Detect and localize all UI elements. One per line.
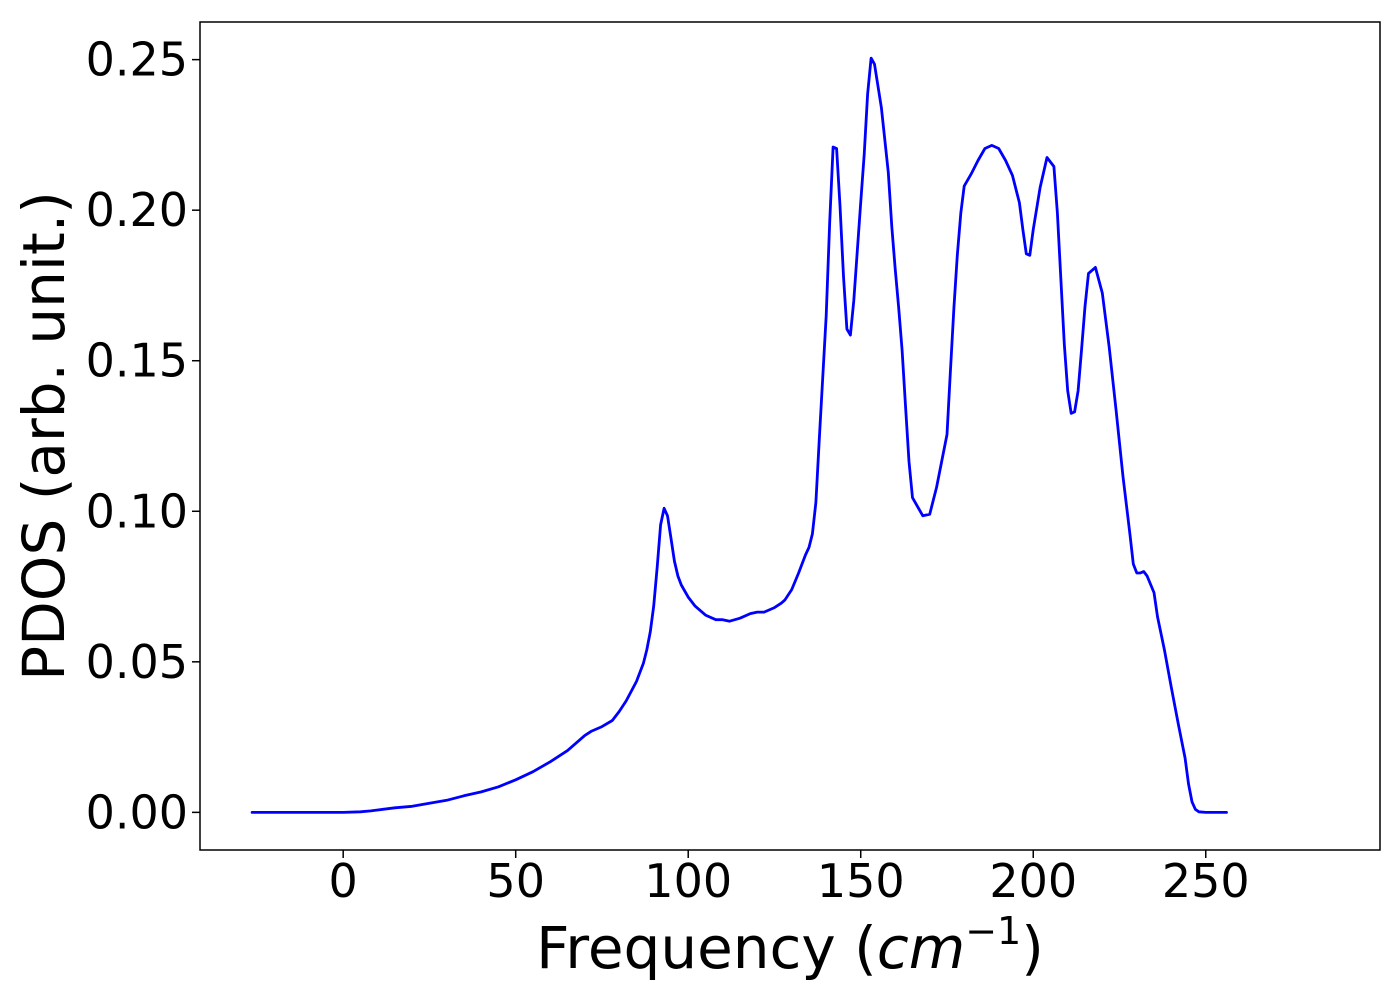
x-axis-title-superscript: −1	[965, 909, 1021, 953]
x-tick-label: 250	[1162, 854, 1250, 908]
x-tick-label: 100	[644, 854, 732, 908]
y-axis-ticks: 0.00 0.05 0.10 0.15 0.20 0.25	[86, 33, 200, 839]
pdos-series-line	[250, 56, 1228, 814]
x-axis-ticks: 0 50 100 150 200 250	[329, 850, 1250, 908]
y-axis-title: PDOS (arb. unit.)	[10, 191, 78, 681]
x-tick-label: 150	[817, 854, 905, 908]
y-tick-label: 0.10	[86, 484, 188, 538]
y-tick-label: 0.05	[86, 635, 188, 689]
y-tick-label: 0.25	[86, 33, 188, 87]
x-axis-title: Frequency (cm−1)	[536, 909, 1044, 982]
x-axis-title-math: cm	[877, 914, 965, 982]
x-tick-label: 200	[989, 854, 1077, 908]
x-axis-title-suffix: )	[1021, 914, 1044, 982]
plot-frame	[199, 21, 1381, 851]
x-tick-label: 50	[486, 854, 545, 908]
x-tick-label: 0	[329, 854, 358, 908]
y-tick-label: 0.20	[86, 183, 188, 237]
x-axis-title-prefix: Frequency (	[536, 914, 877, 982]
y-tick-label: 0.00	[86, 785, 188, 839]
y-tick-label: 0.15	[86, 334, 188, 388]
